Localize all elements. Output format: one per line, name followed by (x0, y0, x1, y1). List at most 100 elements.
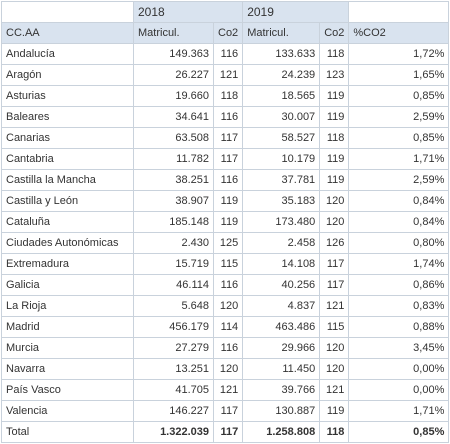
table-row: Aragón 26.227 121 24.239 123 1,65% (1, 64, 450, 86)
table-row: Baleares 34.641 116 30.007 119 2,59% (1, 106, 450, 128)
co2-2019-cell: 120 (319, 211, 350, 233)
total-co2-2018: 117 (212, 421, 244, 443)
co2-2019-cell: 126 (319, 232, 350, 254)
region-cell: Baleares (1, 106, 134, 128)
table-row: Extremadura 15.719 115 14.108 117 1,74% (1, 253, 450, 275)
matricul-2018-cell: 149.363 (133, 43, 214, 65)
co2-2018-cell: 121 (212, 379, 244, 401)
matricul-2018-cell: 19.660 (133, 85, 214, 107)
year-2019-header: 2019 (242, 1, 350, 23)
matricul-2019-cell: 463.486 (242, 316, 321, 338)
co2-2019-cell: 119 (319, 169, 350, 191)
co2-2018-cell: 120 (212, 295, 244, 317)
pct-co2-cell: 1,74% (348, 253, 450, 275)
matricul-2019-cell: 130.887 (242, 400, 321, 422)
table-row: Castilla y León 38.907 119 35.183 120 0,84% (1, 190, 450, 212)
total-co2-2019: 118 (319, 421, 350, 443)
co2-2018-cell: 114 (212, 316, 244, 338)
co2-2018-cell: 116 (212, 169, 244, 191)
matricul-2018-cell: 38.907 (133, 190, 214, 212)
table-row: Navarra 13.251 120 11.450 120 0,00% (1, 358, 450, 380)
co2-2018-cell: 119 (212, 211, 244, 233)
co2-2018-cell: 116 (212, 106, 244, 128)
total-label: Total (1, 421, 134, 443)
column-header-matricul-2019: Matricul. (242, 22, 321, 44)
co2-2018-cell: 116 (212, 43, 244, 65)
table-row: Madrid 456.179 114 463.486 115 0,88% (1, 316, 450, 338)
pct-co2-cell: 0,84% (348, 211, 450, 233)
pct-co2-cell: 0,88% (348, 316, 450, 338)
pct-co2-cell: 0,85% (348, 85, 450, 107)
matricul-2019-cell: 39.766 (242, 379, 321, 401)
co2-2019-cell: 119 (319, 148, 350, 170)
matricul-2019-cell: 2.458 (242, 232, 321, 254)
year-header-empty (348, 1, 450, 23)
total-matricul-2019: 1.258.808 (242, 421, 321, 443)
region-cell: Cantabria (1, 148, 134, 170)
pct-co2-cell: 1,65% (348, 64, 450, 86)
table-row: Cataluña 185.148 119 173.480 120 0,84% (1, 211, 450, 233)
region-cell: Ciudades Autonómicas (1, 232, 134, 254)
table-row: País Vasco 41.705 121 39.766 121 0,00% (1, 379, 450, 401)
region-cell: Aragón (1, 64, 134, 86)
table-row: Ciudades Autonómicas 2.430 125 2.458 126 0,80… (1, 232, 450, 254)
co2-2018-cell: 125 (212, 232, 244, 254)
co2-2018-cell: 115 (212, 253, 244, 275)
co2-2018-cell: 119 (212, 190, 244, 212)
table-row: Galicia 46.114 116 40.256 117 0,86% (1, 274, 450, 296)
co2-2019-cell: 119 (319, 85, 350, 107)
year-2018-header: 2018 (132, 1, 244, 23)
region-cell: Asturias (1, 85, 134, 107)
pct-co2-cell: 1,71% (348, 148, 450, 170)
pct-co2-cell: 0,85% (348, 127, 450, 149)
table-row: Castilla la Mancha 38.251 116 37.781 119 2,59… (1, 169, 450, 191)
column-header-co2-2019: Co2 (319, 22, 350, 44)
matricul-2018-cell: 11.782 (133, 148, 214, 170)
matricul-2018-cell: 146.227 (133, 400, 214, 422)
matricul-2019-cell: 133.633 (242, 43, 321, 65)
co2-2019-cell: 119 (319, 400, 350, 422)
co2-2019-cell: 120 (319, 337, 350, 359)
column-header-co2-2018: Co2 (212, 22, 244, 44)
total-matricul-2018: 1.322.039 (133, 421, 214, 443)
region-cell: Extremadura (1, 253, 134, 275)
region-cell: Madrid (1, 316, 134, 338)
co2-2018-cell: 121 (212, 64, 244, 86)
pct-co2-cell: 0,00% (348, 358, 450, 380)
region-cell: Castilla la Mancha (1, 169, 134, 191)
matricul-2018-cell: 38.251 (133, 169, 214, 191)
co2-2018-cell: 116 (212, 274, 244, 296)
matricul-2019-cell: 14.108 (242, 253, 321, 275)
co2-2019-cell: 121 (319, 295, 350, 317)
table-row: Asturias 19.660 118 18.565 119 0,85% (1, 85, 450, 107)
matricul-2019-cell: 35.183 (242, 190, 321, 212)
matricul-2019-cell: 11.450 (242, 358, 321, 380)
table-row: La Rioja 5.648 120 4.837 121 0,83% (1, 295, 450, 317)
pct-co2-cell: 2,59% (348, 106, 450, 128)
total-pct-co2: 0,85% (348, 421, 450, 443)
table-row: Murcia 27.279 116 29.966 120 3,45% (1, 337, 450, 359)
co2-2019-cell: 117 (319, 274, 350, 296)
table-row: Andalucía 149.363 116 133.633 118 1,72% (1, 43, 450, 65)
matricul-2018-cell: 456.179 (133, 316, 214, 338)
region-cell: Castilla y León (1, 190, 134, 212)
table-row: Cantabria 11.782 117 10.179 119 1,71% (1, 148, 450, 170)
co2-2018-cell: 116 (212, 337, 244, 359)
matricul-2018-cell: 63.508 (133, 127, 214, 149)
co2-2019-cell: 120 (319, 190, 350, 212)
region-cell: Murcia (1, 337, 134, 359)
total-row: Total 1.322.039 117 1.258.808 118 0,85% (1, 421, 450, 443)
pct-co2-cell: 0,83% (348, 295, 450, 317)
matricul-2018-cell: 15.719 (133, 253, 214, 275)
pct-co2-cell: 1,71% (348, 400, 450, 422)
pct-co2-cell: 0,00% (348, 379, 450, 401)
co2-2019-cell: 120 (319, 358, 350, 380)
pct-co2-cell: 3,45% (348, 337, 450, 359)
co2-2018-cell: 117 (212, 127, 244, 149)
column-header-pct-co2: %CO2 (348, 22, 450, 44)
corner-cell (1, 1, 134, 23)
region-cell: Cataluña (1, 211, 134, 233)
matricul-2018-cell: 5.648 (133, 295, 214, 317)
matricul-2019-cell: 29.966 (242, 337, 321, 359)
column-header-region: CC.AA (1, 22, 134, 44)
